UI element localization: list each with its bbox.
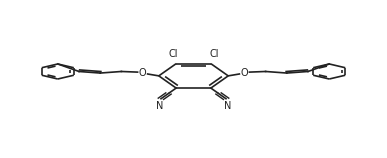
- Text: Cl: Cl: [168, 49, 178, 59]
- Text: O: O: [241, 68, 248, 78]
- Text: Cl: Cl: [209, 49, 219, 59]
- Text: N: N: [224, 101, 231, 111]
- Text: O: O: [139, 68, 146, 78]
- Text: N: N: [156, 101, 163, 111]
